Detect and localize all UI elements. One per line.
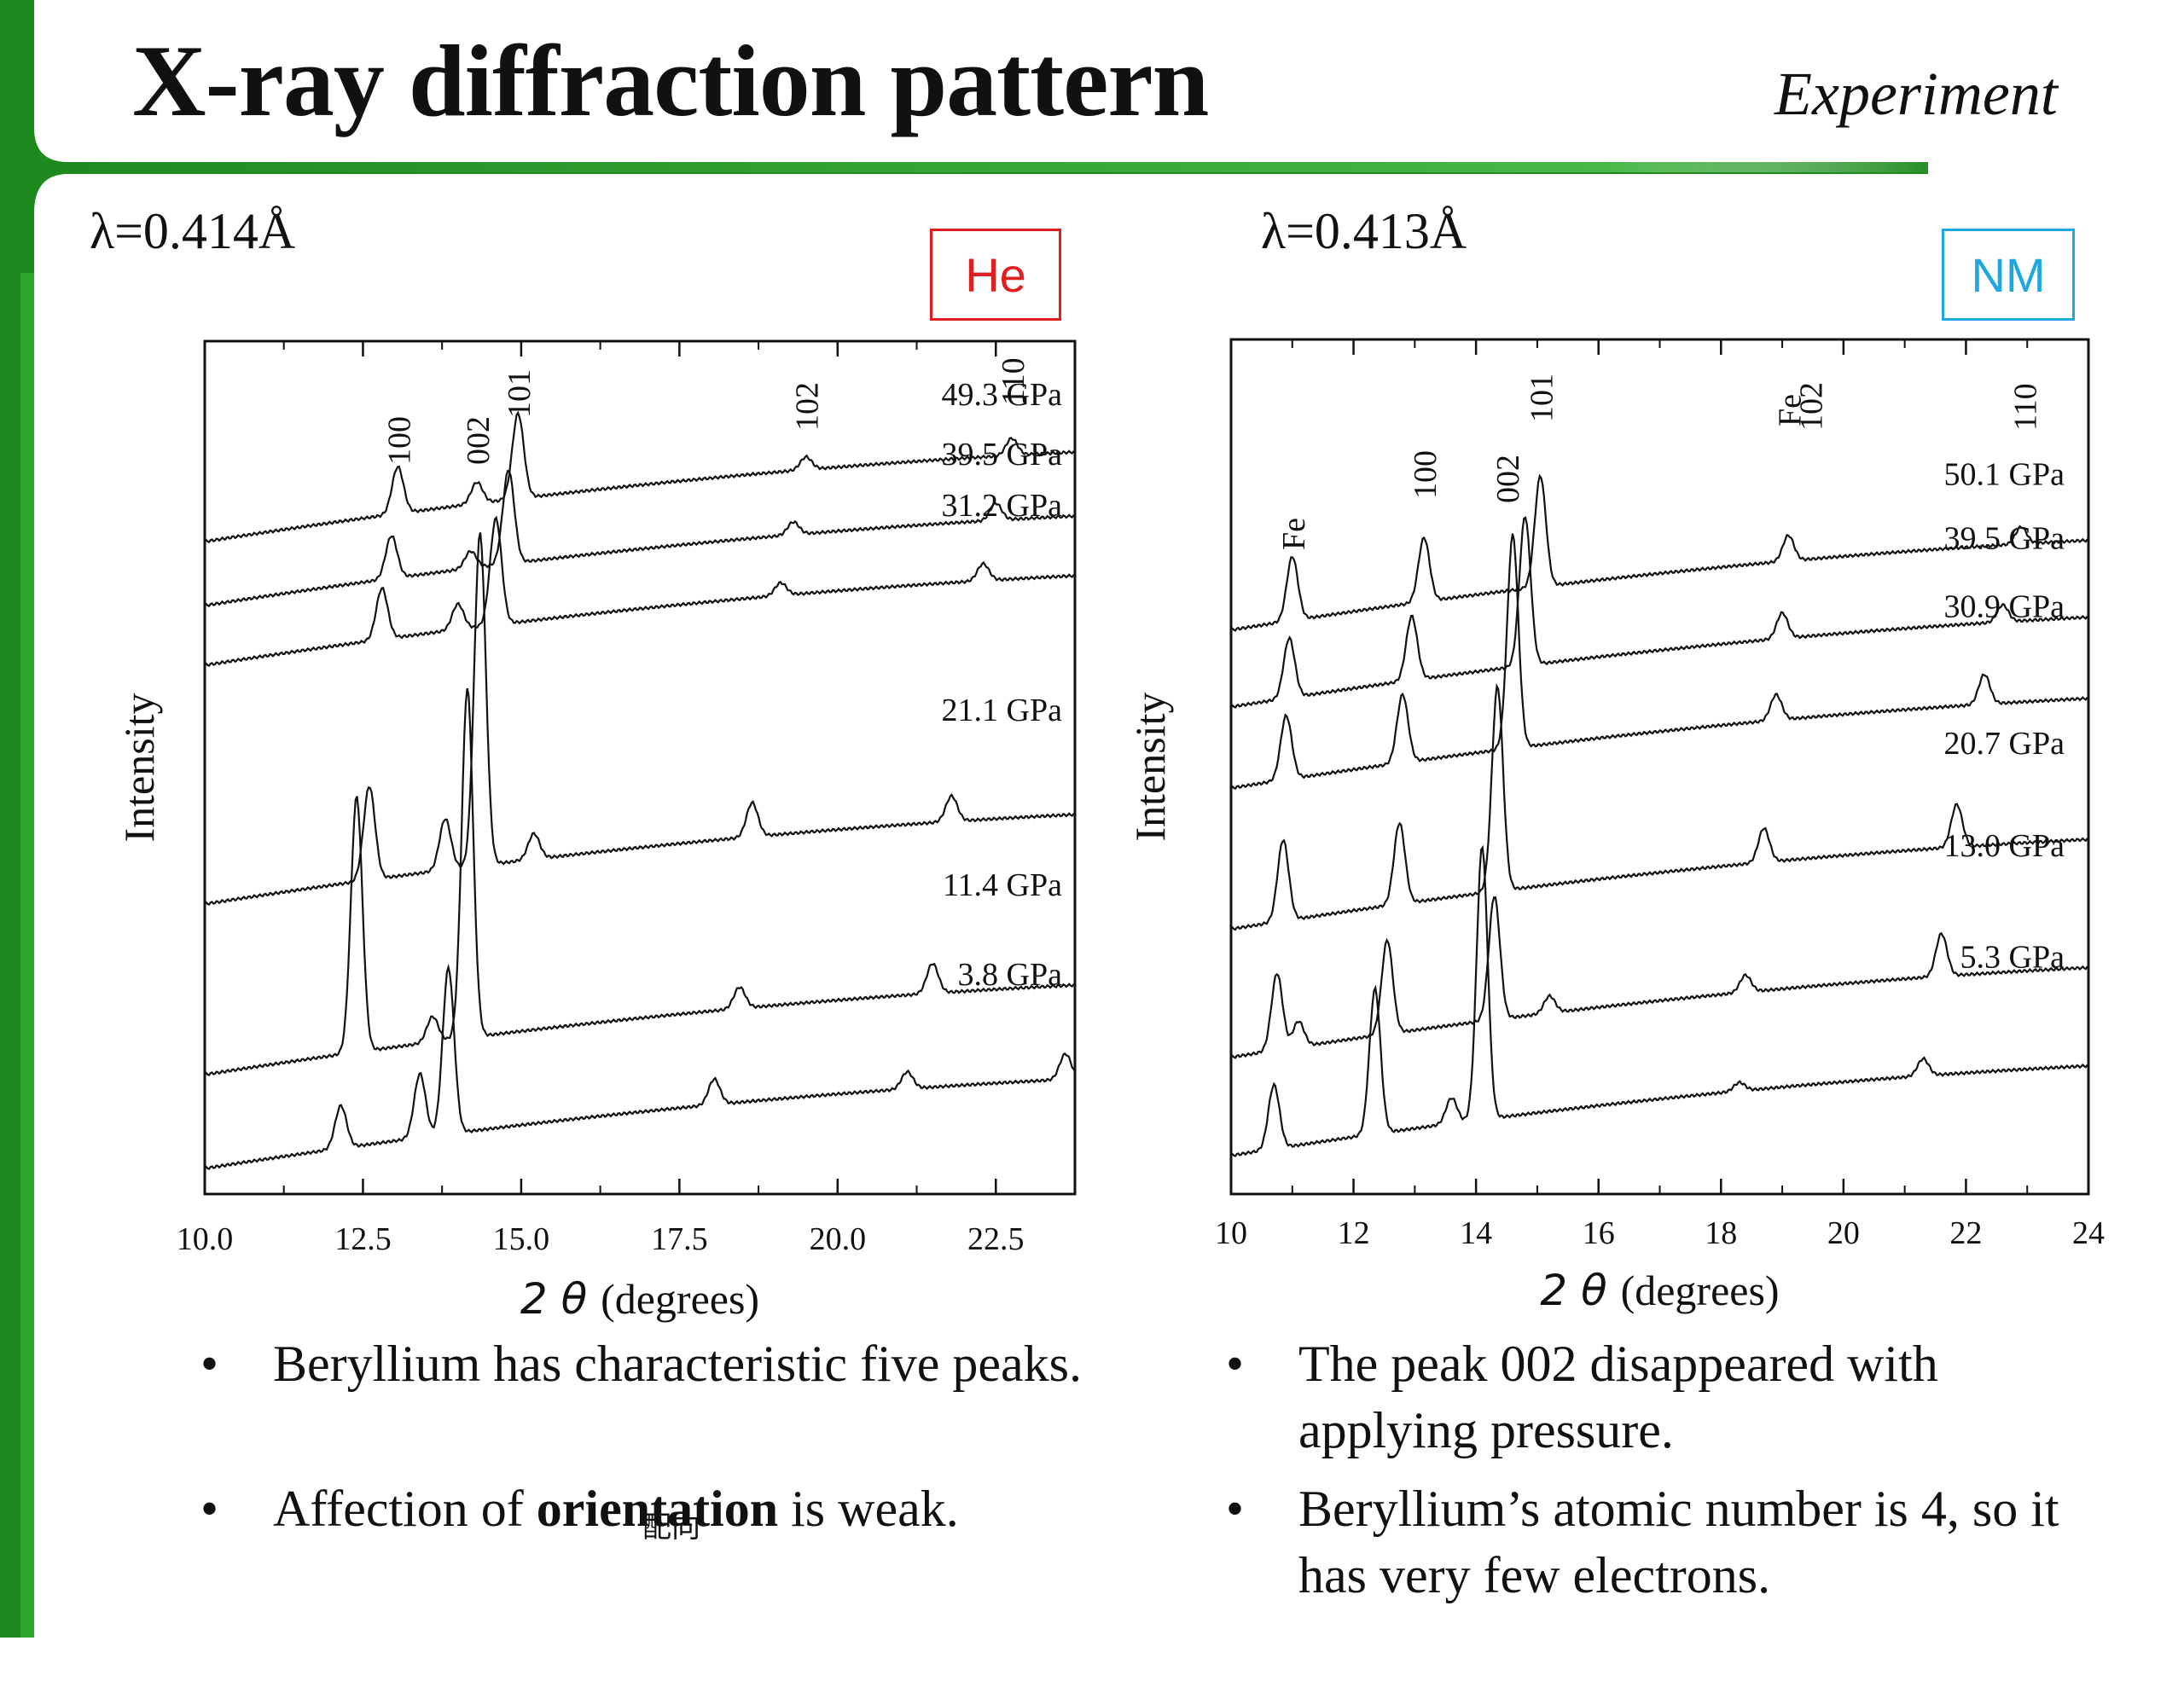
x-axis-unit: (degrees) <box>601 1275 759 1323</box>
peak-label-002: 002 <box>1490 455 1526 503</box>
peak-label-102: 102 <box>1793 382 1829 431</box>
x-tick-label: 22.5 <box>967 1221 1025 1257</box>
trace-21-1-gpa <box>205 532 1075 906</box>
x-tick-label: 10.0 <box>177 1221 234 1257</box>
left-accent-bar-highlight <box>20 0 34 1638</box>
wavelength-label-right: λ=0.413Å <box>1261 203 1467 259</box>
x-tick-label: 22 <box>1949 1215 1982 1251</box>
right-bullet-2: Beryllium’s atomic number is 4, so it ha… <box>1226 1475 2079 1609</box>
plot-frame <box>203 339 1077 1196</box>
left-bullet-list: Beryllium has characteristic five peaks.… <box>200 1330 1122 1620</box>
peak-label-110: 110 <box>2008 383 2044 431</box>
experiment-tag: Experiment <box>1774 60 2058 128</box>
pressure-label-3-8-gpa: 3.8 GPa <box>958 957 1063 993</box>
y-axis-label: Intensity <box>115 693 163 843</box>
pressure-label-13-0-gpa: 13.0 GPa <box>1944 828 2065 864</box>
x-axis-label: 2 θ (degrees) <box>1540 1266 1779 1315</box>
trace-3-8-gpa <box>205 963 1075 1170</box>
plot-area <box>205 410 1075 1170</box>
x-axis-label: 2 θ (degrees) <box>520 1274 759 1324</box>
x-axis-symbol: 2 θ <box>1540 1266 1620 1315</box>
x-tick-label: 20.0 <box>810 1221 867 1257</box>
peak-label-002: 002 <box>461 416 497 465</box>
xrd-chart-nm: 50.1 GPa 39.5 GPa 30.9 GPa 20.7 GPa 13.0 GPa… <box>1126 338 2105 1315</box>
trace-39-5-gpa <box>205 469 1075 607</box>
title-underline-decoration <box>0 0 1941 273</box>
peak-label-101: 101 <box>502 369 537 418</box>
pressure-label-11-4-gpa: 11.4 GPa <box>943 867 1062 903</box>
peak-label-100: 100 <box>381 416 417 465</box>
trace-50-1-gpa <box>1231 473 2088 632</box>
x-tick-label: 20 <box>1827 1215 1860 1251</box>
x-axis-unit: (degrees) <box>1621 1267 1780 1314</box>
x-tick-label: 12 <box>1338 1215 1370 1251</box>
x-tick-label: 15.0 <box>493 1221 550 1257</box>
peak-label-fe: Fe <box>1276 518 1312 550</box>
right-bullet-1: The peak 002 disappeared with applying p… <box>1226 1330 2079 1464</box>
peak-label-fe: Fe <box>1772 394 1808 426</box>
left-bullet-1: Beryllium has characteristic five peaks. <box>200 1330 1122 1397</box>
plot-area <box>1231 473 2088 1157</box>
x-tick-label: 18 <box>1705 1215 1737 1251</box>
x-tick-label: 10 <box>1215 1215 1247 1251</box>
orientation-word: orientation <box>536 1481 779 1537</box>
trace-39-5-gpa <box>1231 516 2088 709</box>
peak-label-102: 102 <box>790 382 826 431</box>
trace-11-4-gpa <box>205 687 1075 1076</box>
trace-13-0-gpa <box>1231 896 2088 1059</box>
peak-label-110: 110 <box>996 357 1031 405</box>
trace-30-9-gpa <box>1231 533 2088 790</box>
x-tick-label: 16 <box>1583 1215 1615 1251</box>
trace-49-3-gpa <box>205 410 1075 543</box>
x-tick-label: 17.5 <box>651 1221 708 1257</box>
x-tick-label: 12.5 <box>334 1221 392 1257</box>
trace-20-7-gpa <box>1231 682 2088 931</box>
right-bullet-list: The peak 002 disappeared with applying p… <box>1226 1330 2079 1687</box>
wavelength-label-left: λ=0.414Å <box>90 203 296 259</box>
peak-label-101: 101 <box>1525 374 1560 422</box>
left-bullet-2: Affection of orientation is weak. <box>200 1475 1122 1542</box>
medium-badge-he: He <box>930 229 1061 321</box>
pressure-label-30-9-gpa: 30.9 GPa <box>1944 589 2065 625</box>
x-axis-symbol: 2 θ <box>520 1274 601 1324</box>
pressure-label-39-5-gpa: 39.5 GPa <box>942 437 1063 472</box>
trace-31-2-gpa <box>205 515 1075 667</box>
peak-label-100: 100 <box>1408 450 1443 499</box>
pressure-label-21-1-gpa: 21.1 GPa <box>942 693 1063 728</box>
pressure-label-39-5-gpa: 39.5 GPa <box>1944 520 2065 556</box>
medium-badge-nm: NM <box>1942 229 2075 321</box>
x-tick-label: 14 <box>1460 1215 1492 1251</box>
trace-5-3-gpa <box>1231 844 2088 1157</box>
x-tick-label: 24 <box>2072 1215 2105 1251</box>
pressure-label-50-1-gpa: 50.1 GPa <box>1944 456 2065 492</box>
slide-title: X-ray diffraction pattern <box>132 24 1209 137</box>
pressure-label-31-2-gpa: 31.2 GPa <box>942 488 1063 524</box>
y-axis-label: Intensity <box>1126 693 1174 842</box>
pressure-label-49-3-gpa: 49.3 GPa <box>942 377 1063 413</box>
ruby-annotation: 配向 <box>642 1510 700 1545</box>
pressure-label-20-7-gpa: 20.7 GPa <box>1944 726 2065 762</box>
pressure-label-5-3-gpa: 5.3 GPa <box>1960 939 2065 975</box>
xrd-chart-he: 49.3 GPa 39.5 GPa 31.2 GPa 21.1 GPa 11.4 GPa… <box>115 339 1077 1324</box>
